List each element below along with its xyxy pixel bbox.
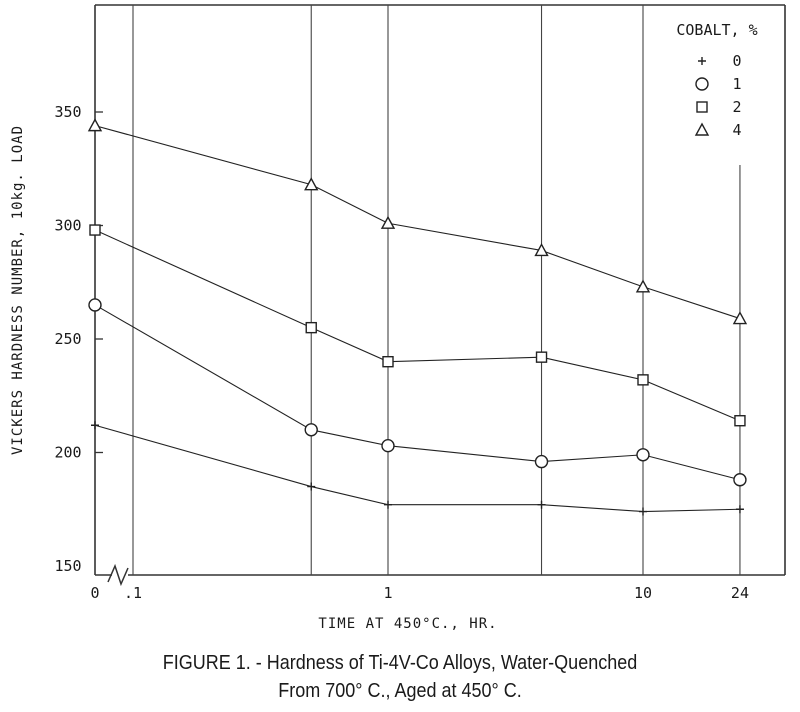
plus-marker [307,482,316,491]
square-marker [696,101,708,113]
y-tick-label: 300 [54,217,81,235]
series-line [94,304,741,481]
legend-label: 4 [732,121,741,139]
plus-marker [537,500,546,509]
circle-marker [88,298,102,312]
triangle-marker [694,122,710,136]
x-axis-title: TIME AT 450°C., HR. [318,616,497,632]
y-tick-label: 350 [54,103,81,121]
x-tick-label: 24 [731,584,749,602]
square-marker [637,374,649,386]
legend: COBALT, % 0 1 2 4 [676,21,757,139]
legend-label: 1 [732,75,741,93]
plus-marker [639,507,647,516]
x-tick-label: .1 [124,584,142,602]
circle-marker [534,454,549,469]
legend-title: COBALT, % [676,21,757,39]
square-marker [734,415,746,427]
square-marker [382,356,394,368]
circle-marker [381,438,395,453]
triangle-marker [380,215,396,229]
plus-marker [384,500,392,509]
circle-marker [636,448,650,462]
plus-marker [91,421,99,430]
data-series [87,118,748,516]
series-0 [91,421,744,516]
figure-caption-line-1: FIGURE 1. - Hardness of Ti-4V-Co Alloys,… [162,652,638,674]
plus-marker [698,57,706,65]
figure-caption-line-2: From 700° C., Aged at 450° C. [278,680,522,702]
circle-marker [695,77,709,91]
legend-label: 0 [732,52,741,70]
series-4 [87,118,748,325]
y-tick-label: 150 [54,557,81,575]
axis-break-mark [107,563,129,587]
grid-lines [132,5,741,575]
plot-frame [94,4,786,587]
series-1 [88,298,747,487]
plus-marker [735,505,744,514]
x-tick-label: 1 [383,584,392,602]
triangle-marker [304,177,319,191]
x-tick-label: 0 [90,584,99,602]
series-2 [89,224,746,427]
triangle-marker [635,279,651,293]
circle-marker [304,423,318,437]
square-marker [305,321,317,334]
triangle-marker [732,311,748,325]
square-marker [535,351,548,363]
circle-marker [733,473,747,487]
y-tick-label: 200 [54,444,81,462]
legend-label: 2 [732,98,741,116]
series-line [94,125,741,320]
series-line [94,229,741,422]
series-line [94,424,740,513]
y-tick-label: 250 [54,330,81,348]
x-tick-label: 10 [634,584,652,602]
y-axis-title: VICKERS HARDNESS NUMBER, 10kg. LOAD [10,125,26,455]
triangle-marker [87,118,103,132]
triangle-marker [534,243,549,257]
x-axis: 0 .1 1 10 24 [90,584,749,602]
y-axis: 150 200 250 300 350 [54,103,103,575]
square-marker [89,224,101,236]
